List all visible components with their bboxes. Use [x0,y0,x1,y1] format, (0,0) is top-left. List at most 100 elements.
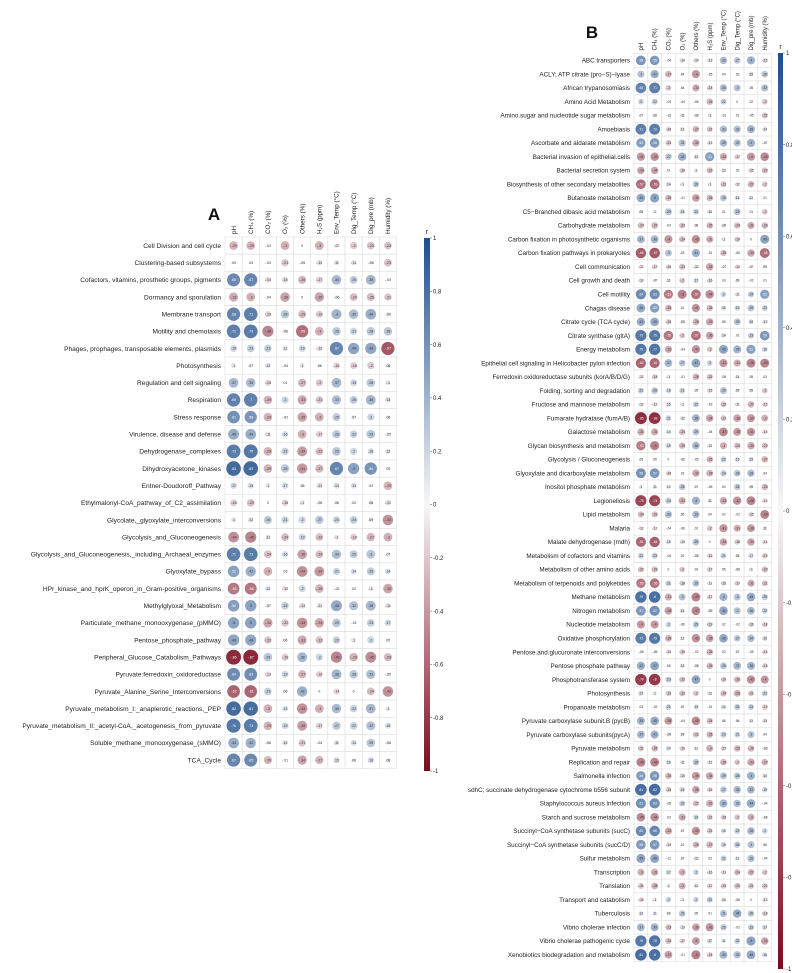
value-label: .03 [666,224,671,228]
correlation-circle [664,359,673,368]
value-label: -.26 [721,760,727,764]
correlation-circle [720,194,727,202]
correlation-circle [706,360,713,366]
row-label: Pyruvate_metabolism_I:_anaplerotic_react… [65,706,221,713]
value-label: .1 [640,485,643,489]
correlation-circle [335,587,338,590]
correlation-circle [331,549,342,559]
value-label: .29 [735,320,740,324]
row-label: ACLY; ATP citrate (pro−S)−lyase [539,71,630,78]
correlation-circle [651,511,658,518]
value-label: -.18 [762,664,768,668]
value-label: -.57 [638,182,644,186]
value-label: -.16 [762,403,768,407]
value-label: .18 [680,210,685,214]
correlation-circle [245,566,256,577]
value-label: -.2 [680,279,684,283]
correlation-circle [366,532,375,542]
value-label: .26 [694,760,699,764]
correlation-circle [735,374,740,380]
value-label: .11 [666,279,670,283]
value-label: -.06 [368,261,374,265]
correlation-circle [681,307,683,309]
value-label: -.14 [265,278,271,282]
value-label: .19 [694,815,699,819]
value-label: .14 [334,484,339,488]
value-label: .08 [368,501,373,505]
correlation-circle [763,197,766,199]
value-label: -.29 [248,244,254,248]
value-label: .38 [300,655,305,659]
value-label: -.05 [385,673,391,677]
correlation-circle [283,570,287,573]
value-label: .8 [653,953,656,957]
correlation-circle [350,739,357,746]
value-label: .33 [735,802,740,806]
value-label: .63 [248,673,253,677]
row-label: Chagas disease [585,305,631,312]
value-label: -.22 [679,224,685,228]
value-label: -.29 [385,484,391,488]
value-label: -.24 [638,513,644,517]
correlation-circle [691,496,701,505]
correlation-circle [748,195,754,201]
row-label: Carbon fixation pathways in prokaryotes [518,250,630,257]
value-label: -.16 [666,265,672,269]
value-label: .15 [749,72,754,76]
value-label: .2 [708,361,711,365]
value-label: -.24 [734,224,740,228]
correlation-circle [761,387,768,394]
correlation-circle [385,397,391,403]
correlation-circle [747,180,755,188]
correlation-circle [266,244,270,247]
value-label: -.14 [762,540,768,544]
value-label: .26 [735,843,740,847]
correlation-circle [386,432,390,437]
row-label: Propanoate metabolism [563,704,630,711]
value-label: .52 [639,141,644,145]
value-label: -.41 [693,306,699,310]
correlation-circle [722,114,725,117]
value-label: .39 [639,719,644,723]
correlation-circle [721,237,726,242]
value-label: -.12 [638,526,644,530]
value-label: -.3 [249,295,253,299]
correlation-circle [719,358,728,368]
correlation-circle [227,599,240,612]
value-label: -.2 [352,244,356,248]
value-label: -.39 [299,450,305,454]
value-label: .29 [694,540,699,544]
value-label: .23 [721,733,726,737]
row-label: Translation [599,883,630,890]
value-label: -.49 [693,595,699,599]
value-label: -.01 [679,953,685,957]
value-label: .06 [721,719,726,723]
value-label: -.23 [734,884,740,888]
value-label: -.34 [265,621,271,625]
value-label: -.29 [265,467,271,471]
correlation-circle [735,553,740,558]
value-label: .44 [231,741,236,745]
correlation-circle [665,470,671,476]
correlation-circle [694,389,698,393]
value-label: .46 [749,953,754,957]
value-label: .73 [248,330,253,334]
correlation-circle [385,603,391,609]
value-label: .5 [750,939,753,943]
correlation-circle [245,737,256,749]
row-label: Tuberculosis [595,911,630,918]
correlation-circle [638,278,644,283]
value-label: .2 [369,638,372,642]
correlation-circle [648,343,661,356]
value-label: .41 [652,733,657,737]
value-label: .1 [653,691,656,695]
correlation-circle [227,273,241,287]
correlation-circle [243,324,258,339]
correlation-circle [648,412,661,425]
value-label: -.4 [667,237,671,241]
value-label: -.19 [734,237,740,241]
correlation-circle [332,429,341,439]
correlation-circle [681,376,683,378]
correlation-circle [350,533,358,541]
value-label: -.3 [680,884,684,888]
